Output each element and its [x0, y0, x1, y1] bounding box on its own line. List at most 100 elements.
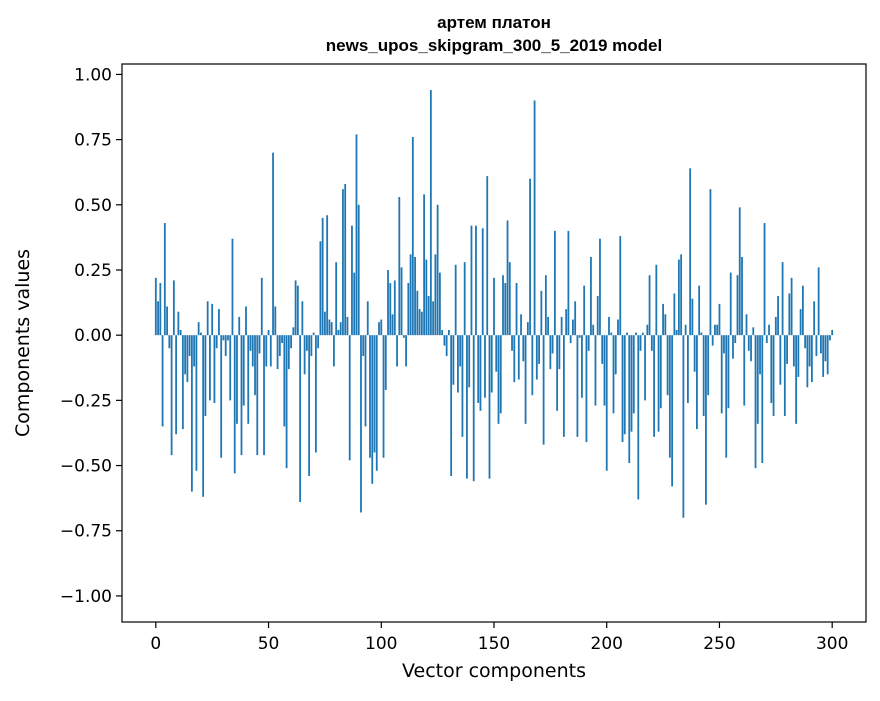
bar — [754, 335, 757, 469]
bar — [799, 309, 802, 336]
bar — [524, 335, 527, 424]
bar — [551, 335, 554, 354]
bar — [330, 322, 333, 336]
bar — [502, 275, 504, 336]
bar — [590, 256, 592, 336]
bar — [738, 207, 741, 336]
bar — [657, 335, 660, 432]
bar — [296, 285, 299, 336]
bar — [808, 335, 811, 367]
bar — [549, 335, 552, 370]
bar — [213, 335, 216, 403]
bar — [729, 272, 732, 336]
bar — [436, 204, 439, 336]
bar — [716, 324, 719, 336]
bar — [317, 335, 320, 349]
bar — [490, 335, 493, 393]
bar — [673, 293, 676, 336]
bar — [734, 335, 737, 343]
bar — [684, 324, 687, 336]
plot-frame — [121, 63, 867, 623]
bar — [815, 335, 818, 357]
bar — [409, 254, 412, 336]
bar — [333, 335, 335, 367]
bar — [533, 100, 536, 336]
bar — [414, 256, 416, 336]
bar — [810, 335, 813, 383]
bar — [826, 335, 829, 375]
bar — [752, 327, 755, 336]
bar — [240, 335, 243, 456]
bar — [396, 335, 398, 367]
bar — [774, 316, 777, 336]
bar — [177, 311, 180, 336]
bar — [461, 335, 464, 437]
bar — [718, 303, 721, 336]
bar — [610, 332, 613, 336]
bar — [256, 335, 259, 456]
bar — [747, 335, 750, 351]
bar — [608, 316, 610, 336]
bar — [574, 301, 577, 336]
bar — [301, 301, 304, 336]
bar — [197, 322, 200, 336]
bar — [745, 314, 748, 336]
bar — [175, 335, 178, 435]
bar — [666, 335, 669, 396]
bar — [612, 335, 615, 414]
bar — [761, 335, 764, 463]
bar — [314, 335, 317, 453]
bar — [596, 296, 599, 336]
bar — [637, 335, 640, 500]
bar — [671, 335, 674, 487]
bar — [159, 283, 162, 336]
bar — [319, 241, 322, 336]
bar — [294, 280, 297, 336]
bar — [560, 316, 563, 336]
bar — [792, 335, 795, 367]
bar — [445, 335, 448, 357]
bar — [188, 335, 191, 357]
bar — [355, 134, 358, 336]
bar — [768, 324, 770, 336]
bar — [168, 335, 171, 349]
bar — [763, 223, 766, 336]
y-tick-label: 1.00 — [74, 65, 112, 85]
bar — [346, 316, 349, 336]
bar — [215, 335, 218, 349]
bar — [714, 324, 716, 336]
bar — [743, 335, 746, 406]
bar — [303, 335, 306, 375]
bar — [269, 335, 272, 367]
bar — [506, 220, 509, 336]
bar — [373, 335, 376, 453]
y-tick-label: −0.50 — [60, 457, 112, 477]
y-tick-label: 0.00 — [74, 326, 112, 346]
plot-area — [122, 64, 866, 622]
bar — [202, 335, 205, 497]
bar — [520, 314, 522, 336]
bar-series — [154, 90, 834, 518]
bar — [567, 230, 570, 336]
bar — [457, 335, 459, 393]
bar — [572, 319, 574, 336]
bar — [366, 301, 369, 336]
bar — [632, 335, 635, 414]
bar — [443, 335, 446, 346]
bar — [441, 329, 444, 336]
bar — [344, 183, 347, 336]
bar — [522, 335, 525, 362]
bar — [711, 335, 714, 346]
bar — [423, 194, 426, 336]
bar — [820, 335, 822, 354]
bar — [364, 335, 367, 427]
bar — [260, 277, 263, 336]
bar — [292, 327, 295, 336]
bar — [479, 335, 482, 411]
bar — [736, 275, 739, 336]
bar — [648, 275, 651, 336]
y-tick-label: 0.25 — [74, 261, 112, 281]
bar — [693, 335, 696, 372]
y-tick-label: 0.75 — [74, 131, 112, 151]
bar — [324, 311, 326, 336]
